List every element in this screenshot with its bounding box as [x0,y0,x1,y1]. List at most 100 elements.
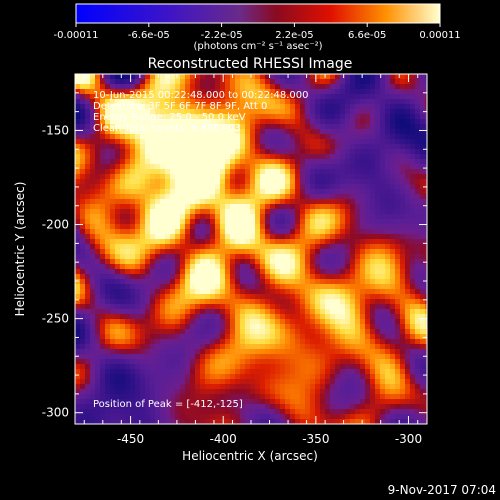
heatmap-cell [425,279,427,284]
heatmap-cell [320,204,325,209]
heatmap-cell [320,374,325,379]
heatmap-cell [405,264,410,269]
heatmap-cell [110,159,115,164]
heatmap-cell [325,279,330,284]
heatmap-cell [365,304,370,309]
heatmap-cell [160,369,165,374]
heatmap-cell [385,409,390,414]
heatmap-cell [100,354,105,359]
heatmap-cell [105,269,110,274]
heatmap-cell [385,184,390,189]
heatmap-cell [180,259,185,264]
heatmap-cell [260,269,265,274]
heatmap-cell [385,164,390,169]
heatmap-cell [235,314,240,319]
heatmap-cell [190,419,195,424]
heatmap-cell [180,369,185,374]
heatmap-cell [100,324,105,329]
heatmap-cell [125,329,130,334]
heatmap-cell [125,209,130,214]
heatmap-cell [400,384,405,389]
heatmap-cell [315,369,320,374]
heatmap-cell [380,89,385,94]
heatmap-cell [425,219,427,224]
heatmap-cell [380,209,385,214]
heatmap-cell [130,114,135,119]
heatmap-cell [170,289,175,294]
heatmap-cell [90,334,95,339]
heatmap-cell [110,389,115,394]
heatmap-cell [400,309,405,314]
heatmap-cell [140,264,145,269]
heatmap-cell [255,279,260,284]
heatmap-cell [320,339,325,344]
heatmap-cell [200,144,205,149]
heatmap-cell [180,169,185,174]
heatmap-cell [265,89,270,94]
heatmap-cell [405,249,410,254]
heatmap-cell [160,234,165,239]
heatmap-cell [320,284,325,289]
heatmap-cell [130,289,135,294]
heatmap-cell [395,279,400,284]
heatmap-cell [120,229,125,234]
heatmap-cell [400,354,405,359]
heatmap-cell [380,264,385,269]
heatmap-cell [85,149,90,154]
heatmap-cell [185,194,190,199]
heatmap-cell [410,309,415,314]
heatmap-cell [130,274,135,279]
heatmap-cell [165,94,170,99]
heatmap-cell [325,119,330,124]
heatmap-cell [425,384,427,389]
heatmap-cell [150,79,155,84]
heatmap-cell [335,199,340,204]
heatmap-cell [410,314,415,319]
heatmap-cell [245,149,250,154]
heatmap-cell [345,254,350,259]
heatmap-cell [85,339,90,344]
heatmap-cell [225,89,230,94]
heatmap-cell [315,209,320,214]
heatmap-cell [100,119,105,124]
heatmap-cell [210,234,215,239]
heatmap-cell [150,139,155,144]
heatmap-cell [165,419,170,424]
heatmap-cell [320,109,325,114]
heatmap-cell [310,264,315,269]
heatmap-cell [295,344,300,349]
heatmap-cell [425,89,427,94]
heatmap-cell [135,184,140,189]
heatmap-cell [170,394,175,399]
heatmap-cell [400,419,405,424]
heatmap-cell [370,344,375,349]
heatmap-cell [380,339,385,344]
heatmap-cell [400,94,405,99]
heatmap-cell [350,349,355,354]
heatmap-cell [135,94,140,99]
heatmap-cell [185,329,190,334]
heatmap-cell [355,249,360,254]
heatmap-cell [165,79,170,84]
heatmap-cell [385,379,390,384]
heatmap-cell [220,239,225,244]
heatmap-cell [165,209,170,214]
heatmap-cell [340,289,345,294]
heatmap-cell [305,74,310,79]
heatmap-cell [105,349,110,354]
heatmap-cell [250,209,255,214]
heatmap-cell [205,319,210,324]
heatmap-cell [375,384,380,389]
heatmap-cell [80,109,85,114]
heatmap-cell [235,94,240,99]
heatmap-cell [340,189,345,194]
heatmap-cell [320,179,325,184]
heatmap-cell [330,224,335,229]
heatmap-cell [360,224,365,229]
heatmap-cell [170,299,175,304]
heatmap-cell [400,159,405,164]
heatmap-cell [420,124,425,129]
heatmap-cell [270,189,275,194]
heatmap-cell [220,94,225,99]
heatmap-cell [85,124,90,129]
